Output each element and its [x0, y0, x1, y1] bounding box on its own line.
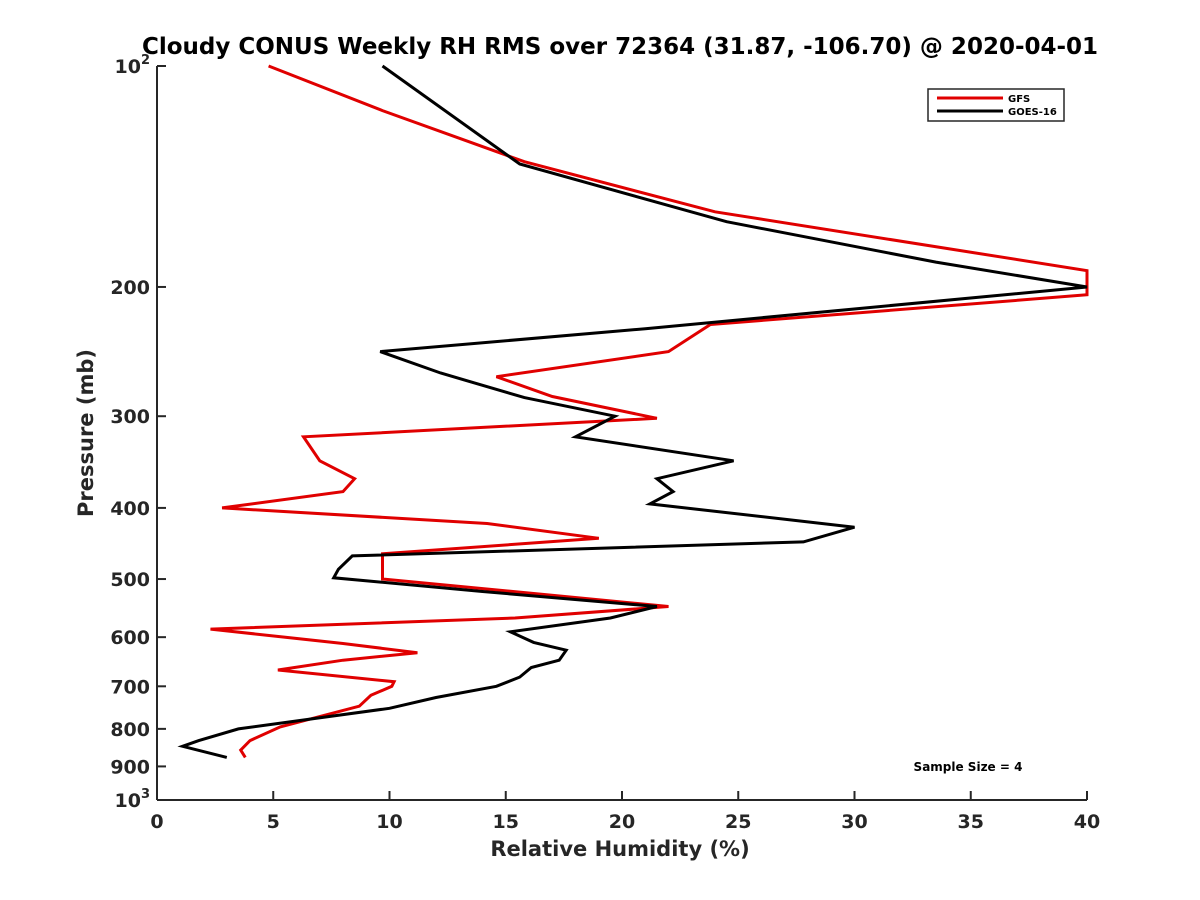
x-axis-label: Relative Humidity (%): [490, 837, 749, 861]
x-tick-label: 25: [725, 811, 751, 833]
x-tick-label: 10: [376, 811, 402, 833]
series-line-gfs: [210, 64, 1089, 759]
x-tick-label: 40: [1074, 811, 1100, 833]
x-tick-label: 0: [150, 811, 163, 833]
legend: GFS GOES-16: [927, 88, 1065, 122]
y-tick-label: 102: [115, 53, 151, 78]
legend-box: [927, 88, 1065, 122]
legend-label: GFS: [1008, 94, 1030, 105]
x-tick-label: 5: [267, 811, 280, 833]
ticks-layer: 0 5 10 15 20 25 30 35 40 102 200 300 400 500 600 700 800…: [110, 53, 1100, 833]
x-tick-label: 15: [493, 811, 519, 833]
y-tick-label: 600: [110, 627, 150, 649]
y-tick-label: 400: [110, 498, 150, 520]
y-tick-label: 300: [110, 406, 150, 428]
x-tick-label: 30: [841, 811, 867, 833]
y-tick-label: 200: [110, 277, 150, 299]
series-line-goes-16: [177, 64, 1088, 759]
y-tick-label: 800: [110, 719, 150, 741]
axes-layer: [156, 66, 1087, 801]
y-axis-label: Pressure (mb): [74, 349, 98, 517]
series-layer: [177, 64, 1089, 759]
y-tick-label: 900: [110, 756, 150, 778]
legend-label: GOES-16: [1008, 107, 1057, 118]
y-tick-label: 700: [110, 676, 150, 698]
sample-size-annotation: Sample Size = 4: [914, 760, 1023, 774]
x-tick-label: 35: [958, 811, 984, 833]
x-tick-label: 20: [609, 811, 635, 833]
y-tick-label: 500: [110, 569, 150, 591]
y-tick-label: 103: [115, 787, 151, 812]
chart-title: Cloudy CONUS Weekly RH RMS over 72364 (3…: [142, 34, 1098, 60]
